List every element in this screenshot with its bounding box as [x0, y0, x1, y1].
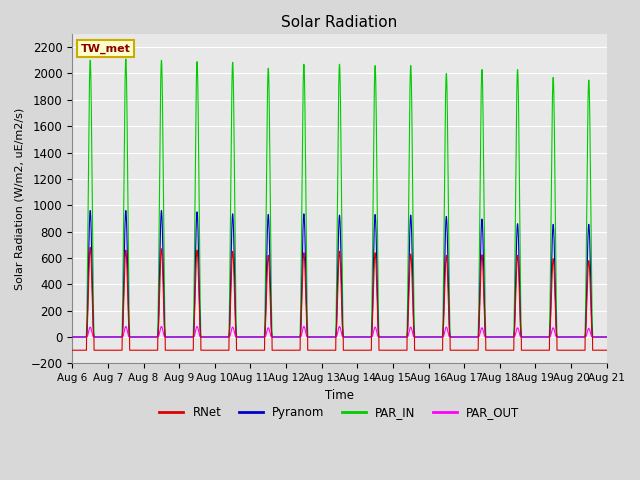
- Y-axis label: Solar Radiation (W/m2, uE/m2/s): Solar Radiation (W/m2, uE/m2/s): [15, 108, 25, 290]
- Text: TW_met: TW_met: [81, 44, 131, 54]
- Title: Solar Radiation: Solar Radiation: [282, 15, 397, 30]
- X-axis label: Time: Time: [325, 389, 354, 402]
- Legend: RNet, Pyranom, PAR_IN, PAR_OUT: RNet, Pyranom, PAR_IN, PAR_OUT: [155, 401, 524, 423]
